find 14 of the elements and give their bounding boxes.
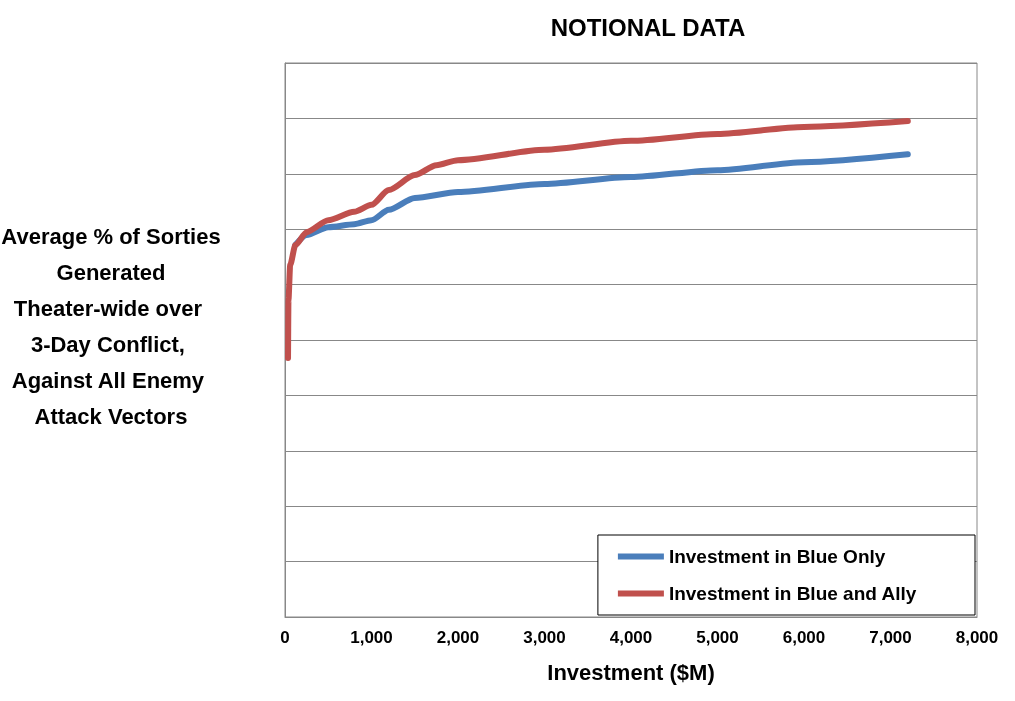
x-tick-label: 8,000 [955,628,999,647]
x-tick-label: 5,000 [696,628,739,647]
x-tick-label: 1,000 [350,628,393,647]
legend-label: Investment in Blue Only [668,546,886,567]
x-tick-label: 6,000 [782,628,826,647]
x-tick-label: 0 [280,628,290,647]
x-axis-title: Investment ($M) [547,659,715,685]
y-axis-title: Average % of Sorties Generated Theater-wide over 3-Day Conflict, Against All Enemy Attack Vectors [1,223,221,429]
x-tick-label: 7,000 [869,628,912,647]
x-tick-label: 2,000 [436,628,480,647]
x-tick-label: 3,000 [523,628,566,647]
chart-title: NOTIONAL DATA [550,13,746,41]
x-tick-label: 4,000 [609,628,653,647]
legend-label: Investment in Blue and Ally [668,583,917,604]
